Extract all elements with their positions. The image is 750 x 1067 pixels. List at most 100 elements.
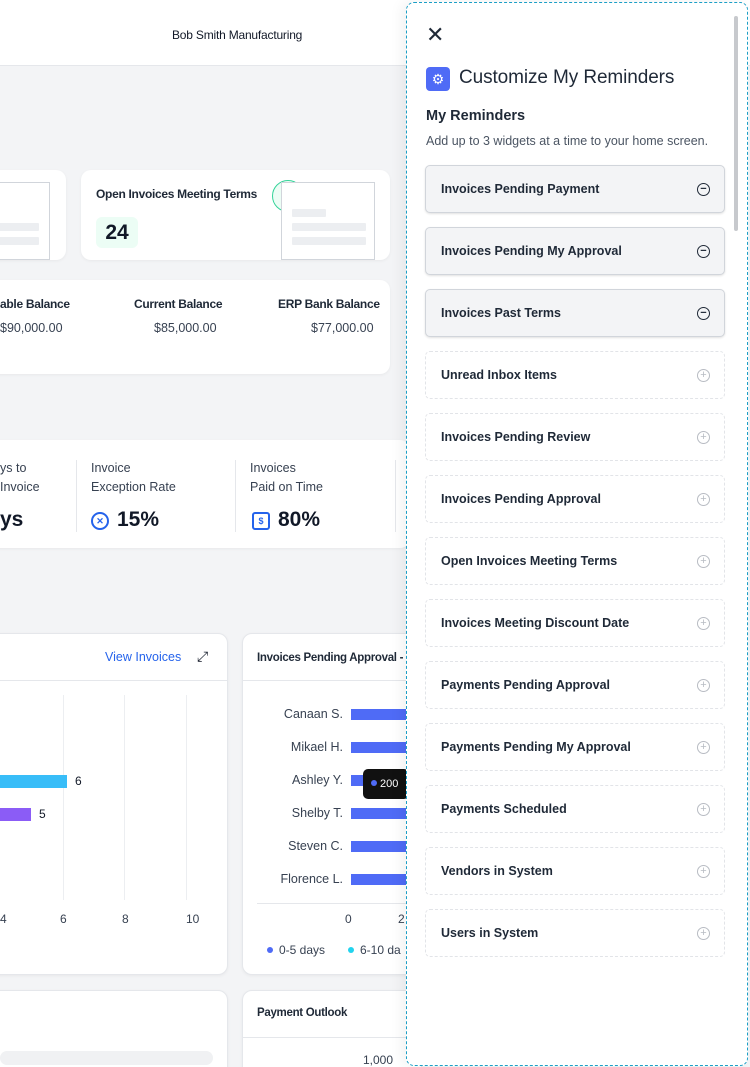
add-icon[interactable]: + bbox=[697, 617, 710, 630]
reminder-selected-item[interactable]: Invoices Pending My Approval − bbox=[425, 227, 725, 275]
remove-icon[interactable]: − bbox=[697, 307, 710, 320]
reminder-label: Unread Inbox Items bbox=[441, 368, 557, 382]
add-icon[interactable]: + bbox=[697, 865, 710, 878]
remove-icon[interactable]: − bbox=[697, 183, 710, 196]
bar[interactable] bbox=[351, 874, 411, 885]
paid-on-time-label: Invoices Paid on Time bbox=[250, 461, 323, 494]
erp-bank-balance-value: $77,000.00 bbox=[311, 321, 374, 335]
current-balance-value: $85,000.00 bbox=[154, 321, 217, 335]
bar-value-label: 6 bbox=[75, 774, 82, 788]
add-icon[interactable]: + bbox=[697, 431, 710, 444]
card-header-divider bbox=[243, 680, 413, 681]
invoices-chart-card bbox=[0, 633, 228, 975]
reminder-available-item[interactable]: Payments Pending My Approval + bbox=[425, 723, 725, 771]
bar-value-label: 5 bbox=[39, 807, 46, 821]
card-header-divider bbox=[0, 680, 227, 681]
category-label: Shelby T. bbox=[291, 806, 343, 820]
balance-value: $90,000.00 bbox=[0, 321, 63, 335]
chart-tooltip: 200 bbox=[363, 769, 409, 799]
reminder-available-item[interactable]: Payments Pending Approval + bbox=[425, 661, 725, 709]
bar[interactable] bbox=[351, 742, 411, 753]
bar-purple[interactable] bbox=[0, 808, 31, 821]
reminder-available-item[interactable]: Open Invoices Meeting Terms + bbox=[425, 537, 725, 585]
customize-reminders-drawer bbox=[406, 2, 748, 1066]
payment-outlook-card bbox=[242, 990, 422, 1067]
reminder-label: Invoices Pending My Approval bbox=[441, 244, 622, 258]
category-label: Ashley Y. bbox=[292, 773, 343, 787]
reminder-label: Invoices Pending Payment bbox=[441, 182, 600, 196]
section-title: My Reminders bbox=[426, 108, 526, 124]
chart-title: Invoices Pending Approval - A bbox=[257, 652, 414, 664]
reminder-available-item[interactable]: Invoices Pending Review + bbox=[425, 413, 725, 461]
add-icon[interactable]: + bbox=[697, 369, 710, 382]
y-tick: 1,000 bbox=[363, 1053, 394, 1067]
bar[interactable] bbox=[351, 841, 411, 852]
x-tick: 8 bbox=[122, 912, 129, 926]
reminder-selected-item[interactable]: Invoices Past Terms − bbox=[425, 289, 725, 337]
add-icon[interactable]: + bbox=[697, 679, 710, 692]
reminder-label: Invoices Pending Review bbox=[441, 430, 591, 444]
reminder-available-item[interactable]: Vendors in System + bbox=[425, 847, 725, 895]
reminder-available-item[interactable]: Payments Scheduled + bbox=[425, 785, 725, 833]
drawer-title: Customize My Reminders bbox=[459, 67, 675, 88]
receipt-icon: $ bbox=[252, 512, 270, 530]
expand-icon[interactable]: ⤢ bbox=[197, 648, 209, 664]
reminder-label: Payments Pending My Approval bbox=[441, 740, 631, 754]
reminder-available-item[interactable]: Users in System + bbox=[425, 909, 725, 957]
legend-item[interactable]: 0-5 days bbox=[267, 943, 325, 957]
current-balance-label: Current Balance bbox=[134, 297, 223, 311]
reminder-available-item[interactable]: Invoices Pending Approval + bbox=[425, 475, 725, 523]
grid-line bbox=[63, 695, 64, 900]
card-header-divider bbox=[243, 1037, 413, 1038]
open-invoices-title: Open Invoices Meeting Terms bbox=[96, 187, 258, 201]
section-subtitle: Add up to 3 widgets at a time to your ho… bbox=[426, 134, 709, 148]
add-icon[interactable]: + bbox=[697, 741, 710, 754]
progress-track bbox=[0, 1051, 213, 1065]
grid-line bbox=[124, 695, 125, 900]
bar[interactable] bbox=[351, 808, 411, 819]
balance-label: able Balance bbox=[0, 297, 70, 311]
category-label: Canaan S. bbox=[283, 707, 343, 721]
grid-line bbox=[186, 695, 187, 900]
remove-icon[interactable]: − bbox=[697, 245, 710, 258]
kpi-label: ys to Invoice bbox=[0, 461, 40, 494]
category-label: Steven C. bbox=[288, 839, 343, 853]
kpi-value: ys bbox=[0, 508, 24, 531]
add-icon[interactable]: + bbox=[697, 803, 710, 816]
reminder-available-item[interactable]: Unread Inbox Items + bbox=[425, 351, 725, 399]
view-invoices-link[interactable]: View Invoices bbox=[105, 650, 182, 664]
scrollbar[interactable] bbox=[734, 16, 738, 231]
pending-approval-chart-card bbox=[242, 633, 422, 975]
reminder-label: Open Invoices Meeting Terms bbox=[441, 554, 618, 568]
kpi-card bbox=[0, 440, 410, 548]
reminder-label: Invoices Meeting Discount Date bbox=[441, 616, 630, 630]
reminder-label: Invoices Past Terms bbox=[441, 306, 561, 320]
payment-outlook-title: Payment Outlook bbox=[257, 1007, 348, 1019]
category-label: Mikael H. bbox=[290, 740, 343, 754]
x-tick: 4 bbox=[0, 912, 7, 926]
x-tick: 6 bbox=[60, 912, 67, 926]
x-tick: 2 bbox=[398, 912, 405, 926]
open-invoices-count: 24 bbox=[96, 217, 138, 248]
divider bbox=[76, 460, 77, 532]
bar[interactable] bbox=[351, 709, 411, 720]
close-icon[interactable]: ✕ bbox=[426, 22, 445, 47]
reminder-available-item[interactable]: Invoices Meeting Discount Date + bbox=[425, 599, 725, 647]
reminder-label: Payments Pending Approval bbox=[441, 678, 611, 692]
legend-item[interactable]: 6-10 da bbox=[348, 943, 401, 957]
x-tick: 0 bbox=[345, 912, 352, 926]
bar-cyan[interactable] bbox=[0, 775, 67, 788]
gear-icon: ⚙ bbox=[426, 67, 450, 91]
company-name: Bob Smith Manufacturing bbox=[172, 28, 303, 42]
add-icon[interactable]: + bbox=[697, 927, 710, 940]
divider bbox=[395, 460, 396, 532]
grid-line bbox=[257, 903, 407, 904]
paid-on-time-value: $80% bbox=[252, 508, 320, 532]
erp-bank-balance-label: ERP Bank Balance bbox=[278, 297, 380, 311]
divider bbox=[235, 460, 236, 532]
reminder-selected-item[interactable]: Invoices Pending Payment − bbox=[425, 165, 725, 213]
add-icon[interactable]: + bbox=[697, 555, 710, 568]
exception-rate-value: ✕ 15% bbox=[91, 508, 159, 532]
category-label: Florence L. bbox=[280, 872, 343, 886]
add-icon[interactable]: + bbox=[697, 493, 710, 506]
